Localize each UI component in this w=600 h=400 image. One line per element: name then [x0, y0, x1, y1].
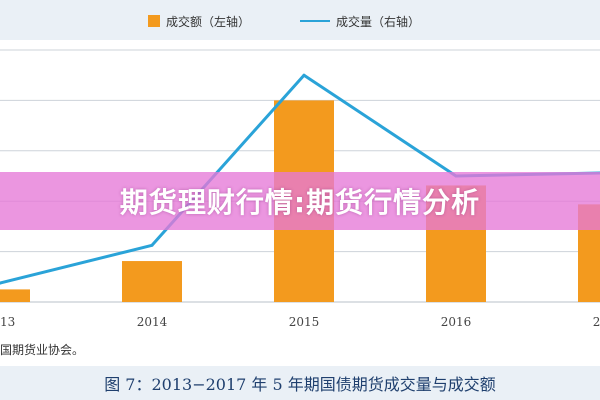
- x-tick-label: 2014: [137, 315, 168, 329]
- legend-line-label: 成交量（右轴）: [336, 14, 421, 29]
- x-axis-tick-labels: 2013 2014 2015 2016 2017: [0, 315, 600, 329]
- source-note: 国期货业协会。: [0, 343, 85, 357]
- legend-item-line-series: 成交量（右轴）: [300, 12, 420, 30]
- figure-caption: 图 7：2013−2017 年 5 年期国债期货成交量与成交额: [0, 366, 600, 400]
- line-point-2015: [302, 73, 306, 77]
- line-point-2013: [0, 281, 2, 285]
- x-tick-label: 2015: [289, 315, 320, 329]
- legend-item-bar-series: 成交额（左轴）: [148, 12, 250, 30]
- legend-bar-label: 成交额（左轴）: [166, 14, 251, 29]
- caption-text: 图 7：2013−2017 年 5 年期国债期货成交量与成交额: [104, 375, 496, 394]
- bar-2014: [122, 261, 182, 302]
- legend-bar-swatch: [148, 15, 160, 27]
- line-point-2014: [150, 243, 154, 247]
- legend-line-swatch: [300, 20, 330, 22]
- overlay-banner: 期货理财行情:期货行情分析: [0, 172, 600, 230]
- x-tick-label: 2016: [441, 315, 472, 329]
- x-tick-label: 2013: [0, 315, 15, 329]
- bar-2013: [0, 289, 30, 302]
- x-tick-label: 2017: [593, 315, 600, 329]
- banner-title: 期货理财行情:期货行情分析: [119, 186, 481, 219]
- chart-legend: 成交额（左轴） 成交量（右轴）: [0, 0, 600, 40]
